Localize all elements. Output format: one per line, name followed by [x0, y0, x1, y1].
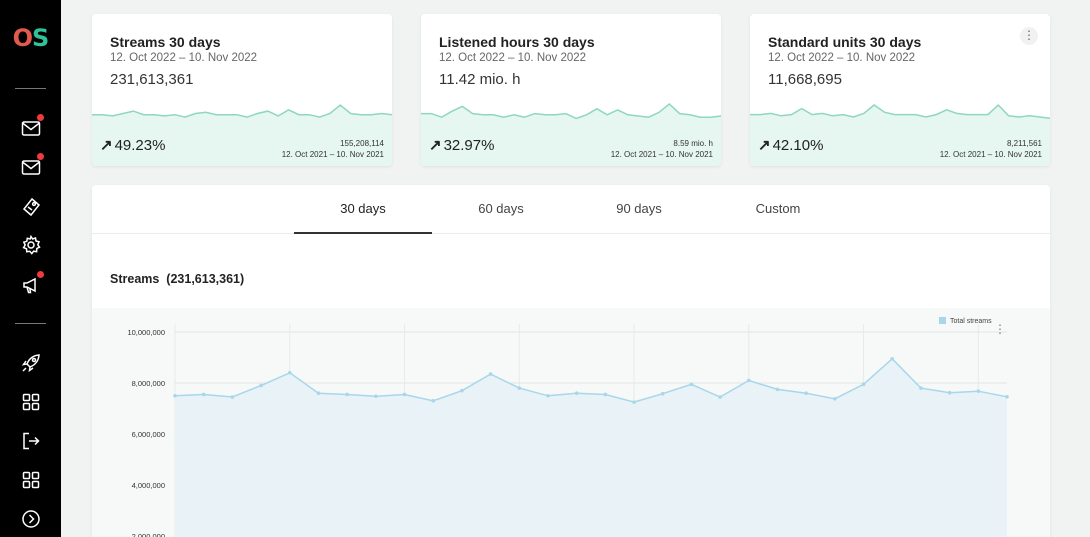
data-point — [488, 372, 493, 376]
card-date-range: 12. Oct 2022 – 10. Nov 2022 — [439, 52, 587, 64]
card-title: Streams 30 days — [110, 34, 221, 50]
data-point — [689, 382, 694, 387]
tab-custom[interactable]: Custom — [755, 201, 801, 216]
chart-menu-button[interactable]: ⋮ — [994, 322, 1006, 336]
data-point — [402, 392, 407, 397]
app-logo[interactable]: OS — [12, 24, 50, 52]
data-point — [947, 390, 952, 395]
ticket-icon[interactable] — [20, 196, 42, 218]
stat-card-standard-units: Standard units 30 days 12. Oct 2022 – 10… — [750, 14, 1050, 166]
logout-icon[interactable] — [20, 430, 42, 452]
tab-30-days[interactable]: 30 days — [294, 185, 432, 234]
sparkline-line — [750, 103, 1050, 119]
trend-up-icon: ↗ — [429, 137, 442, 154]
stat-card-listened-hours: Listened hours 30 days 12. Oct 2022 – 10… — [421, 14, 721, 166]
tab-90-days[interactable]: 90 days — [616, 201, 662, 216]
gear-icon[interactable] — [20, 234, 42, 256]
card-change: ↗ 32.97% — [429, 137, 495, 154]
chevron-right-circle-icon[interactable] — [20, 508, 42, 530]
data-point — [546, 393, 550, 398]
sidebar-divider — [15, 88, 46, 89]
series-area — [175, 358, 1007, 537]
card-date-range: 12. Oct 2022 – 10. Nov 2022 — [110, 52, 258, 64]
card-value: 11,668,695 — [768, 71, 842, 88]
sparkline-area — [750, 105, 1050, 166]
notification-badge — [37, 271, 44, 278]
streams-chart: 10,000,000 8,000,000 6,000,000 4,000,000 2,0… — [127, 317, 1009, 537]
sparkline-chart — [421, 103, 721, 166]
data-point — [861, 382, 866, 387]
data-point — [775, 387, 780, 392]
series-line — [174, 357, 1008, 403]
sparkline-chart — [750, 103, 1050, 166]
inbox-icon[interactable] — [20, 114, 44, 139]
data-point — [374, 394, 378, 399]
mail-icon[interactable] — [20, 153, 44, 178]
data-point — [316, 391, 321, 395]
card-title: Standard units 30 days — [768, 34, 922, 50]
card-change: ↗ 42.10% — [758, 137, 824, 154]
sparkline-area — [92, 105, 392, 166]
data-point — [201, 392, 206, 397]
streams-panel: 30 days 60 days 90 days Custom Streams (… — [92, 185, 1050, 537]
sparkline-line — [92, 104, 392, 118]
y-tick-label: 8,000,000 — [132, 379, 165, 388]
data-point — [718, 395, 722, 399]
period-tabs: 30 days 60 days 90 days Custom — [92, 185, 1050, 234]
trend-up-icon: ↗ — [758, 137, 771, 154]
sidebar-divider — [15, 323, 46, 324]
data-point — [1005, 394, 1009, 399]
y-tick-label: 4,000,000 — [132, 481, 165, 490]
data-point — [603, 392, 608, 397]
sparkline-area — [421, 104, 721, 166]
data-point — [804, 391, 808, 395]
sparkline-line — [421, 103, 721, 120]
data-point — [660, 391, 665, 396]
data-point — [431, 399, 436, 403]
data-point — [632, 400, 636, 404]
grid-icon[interactable] — [20, 391, 42, 413]
data-point — [833, 397, 837, 401]
rocket-icon[interactable] — [20, 352, 42, 374]
stat-card-streams: Streams 30 days 12. Oct 2022 – 10. Nov 2… — [92, 14, 392, 166]
data-point — [259, 383, 263, 388]
data-point — [976, 389, 981, 393]
data-point — [890, 356, 895, 361]
legend-swatch — [939, 317, 946, 324]
notification-badge — [37, 114, 44, 121]
data-point — [230, 395, 235, 399]
y-tick-label: 2,000,000 — [132, 532, 165, 537]
y-tick-label: 10,000,000 — [127, 328, 165, 337]
sidebar: OS — [0, 0, 61, 537]
legend-label: Total streams — [950, 318, 992, 325]
sparkline-chart — [92, 104, 392, 166]
card-previous-period: 155,208,114 12. Oct 2021 – 10. Nov 2021 — [281, 139, 384, 159]
trend-up-icon: ↗ — [100, 137, 113, 154]
section-title: Streams (231,613,361) — [110, 272, 245, 286]
data-point — [460, 388, 464, 393]
tab-60-days[interactable]: 60 days — [478, 201, 524, 216]
data-point — [173, 393, 177, 398]
data-point — [574, 391, 579, 395]
notification-badge — [37, 153, 44, 160]
apps-icon[interactable] — [20, 469, 42, 491]
card-previous-period: 8,211,561 12. Oct 2021 – 10. Nov 2021 — [939, 139, 1042, 159]
data-point — [746, 378, 751, 383]
data-point — [517, 386, 522, 390]
data-point — [345, 392, 349, 397]
y-tick-label: 6,000,000 — [132, 430, 165, 439]
card-change: ↗ 49.23% — [100, 137, 166, 154]
megaphone-icon[interactable] — [20, 271, 44, 296]
card-date-range: 12. Oct 2022 – 10. Nov 2022 — [768, 52, 916, 64]
card-title: Listened hours 30 days — [439, 34, 595, 50]
card-value: 231,613,361 — [110, 71, 194, 88]
streams-chart-area: 10,000,000 8,000,000 6,000,000 4,000,000 2,0… — [92, 308, 1050, 537]
card-value: 11.42 mio. h — [439, 71, 521, 88]
card-previous-period: 8.59 mio. h 12. Oct 2021 – 10. Nov 2021 — [610, 139, 713, 159]
data-point — [919, 386, 923, 390]
data-point — [287, 371, 292, 375]
card-menu-button[interactable]: ⋮ — [1020, 27, 1038, 45]
